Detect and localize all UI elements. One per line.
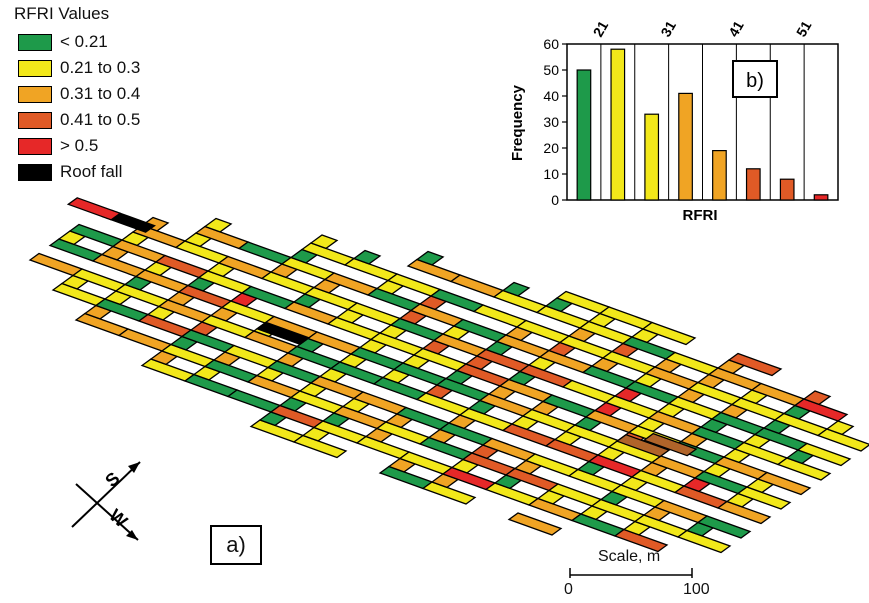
entry-segment — [641, 321, 697, 346]
top-tick-label: 21 — [590, 18, 612, 40]
map-legend: RFRI Values < 0.21 0.21 to 0.3 0.31 to 0… — [8, 4, 140, 185]
legend-swatch — [18, 111, 52, 129]
legend-item-roof-fall: Roof fall — [8, 159, 140, 185]
histogram-bar — [745, 168, 761, 201]
crosscut-segment — [825, 420, 855, 436]
histogram-bar — [576, 69, 592, 201]
entry-segment — [292, 434, 348, 459]
y-tick-label: 40 — [543, 88, 559, 104]
legend-item-021-03: 0.21 to 0.3 — [8, 55, 140, 81]
legend-label: > 0.5 — [60, 136, 99, 155]
y-tick-label: 50 — [543, 62, 559, 78]
crosscut-segment — [309, 234, 339, 250]
legend-item-041-05: 0.41 to 0.5 — [8, 107, 140, 133]
y-axis-label: Frequency — [509, 84, 526, 161]
x-axis-label: RFRI — [683, 207, 718, 224]
entry-segment — [66, 197, 122, 221]
legend-label: < 0.21 — [60, 32, 108, 51]
entry-segment — [696, 515, 752, 539]
y-tick-label: 0 — [551, 192, 559, 208]
y-tick-label: 10 — [543, 166, 559, 182]
top-tick-label: 41 — [725, 18, 747, 40]
histogram-plot: 0 10 20 30 40 50 60 21 31 41 51 RFRI Frequency b) — [509, 18, 839, 224]
legend-title: RFRI Values — [14, 4, 110, 23]
y-tick-label: 60 — [543, 36, 559, 52]
scale-start: 0 — [564, 581, 573, 598]
top-tick-label: 31 — [657, 18, 679, 40]
entry-segment — [716, 500, 772, 525]
entry-segment — [613, 528, 669, 553]
entry-segment — [736, 486, 792, 510]
panel-label-b-box — [732, 60, 778, 98]
histogram-bar — [813, 194, 829, 201]
panel-label-a: a) — [210, 525, 262, 565]
crosscut-segment — [415, 250, 445, 266]
legend-label: 0.41 to 0.5 — [60, 110, 141, 129]
y-tick-label: 30 — [543, 114, 559, 130]
legend-swatch — [18, 137, 52, 155]
brown-area — [615, 433, 671, 458]
legend-swatch — [18, 59, 52, 77]
legend-item-gt05: > 0.5 — [8, 133, 140, 159]
entry-segments — [28, 197, 869, 554]
roof-fall-area — [255, 321, 311, 346]
entry-segment — [727, 352, 783, 377]
scale-bar — [569, 568, 693, 578]
panel-label-b: b) — [746, 70, 764, 92]
histogram-bar — [644, 113, 660, 201]
crosscut-segment — [501, 281, 531, 297]
legend-item-031-04: 0.31 to 0.4 — [8, 81, 140, 107]
histogram-bar — [712, 150, 727, 201]
entry-segment — [793, 398, 849, 422]
entry-segment — [816, 428, 869, 452]
histogram-bar — [610, 48, 626, 201]
legend-item-lt021: < 0.21 — [8, 29, 140, 55]
legend-label: Roof fall — [60, 162, 123, 181]
histogram-bar — [678, 92, 693, 201]
entry-segment — [421, 481, 477, 505]
legend-label: 0.21 to 0.3 — [60, 58, 141, 77]
scale-title: Scale, m — [598, 548, 661, 565]
legend-label: 0.31 to 0.4 — [60, 84, 141, 103]
legend-swatch — [18, 163, 52, 181]
crosscut-segment — [203, 217, 233, 233]
entry-segment — [507, 512, 563, 536]
y-tick-label: 20 — [543, 140, 559, 156]
scale-end: 100 — [683, 581, 710, 598]
entry-segment — [776, 457, 832, 481]
brown-area — [642, 432, 698, 457]
histogram-bar — [779, 178, 795, 201]
crosscut-segment — [802, 390, 832, 406]
entry-segment — [676, 529, 732, 554]
legend-swatch — [18, 85, 52, 103]
crosscut-segment — [352, 249, 382, 265]
entry-segment — [796, 442, 852, 467]
entry-segment — [756, 471, 812, 496]
top-tick-label: 51 — [793, 18, 815, 40]
legend-swatch — [18, 33, 52, 51]
